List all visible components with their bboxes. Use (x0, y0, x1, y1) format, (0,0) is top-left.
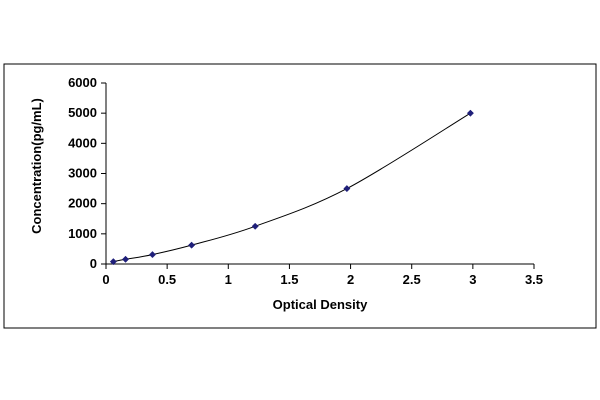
data-point (343, 185, 351, 193)
x-tick-label: 1.5 (280, 272, 298, 287)
y-axis-ticks: 0 1000 2000 3000 4000 5000 6000 (68, 75, 106, 271)
x-tick-label: 2.5 (403, 272, 421, 287)
x-tick-label: 0 (102, 272, 109, 287)
y-tick-label: 0 (90, 256, 97, 271)
y-tick-label: 3000 (68, 166, 97, 181)
y-tick-label: 4000 (68, 135, 97, 150)
y-tick-label: 5000 (68, 105, 97, 120)
data-points (109, 109, 474, 266)
x-tick-label: 2 (347, 272, 354, 287)
x-tick-label: 1 (225, 272, 232, 287)
data-point (251, 222, 259, 230)
x-tick-label: 3 (469, 272, 476, 287)
data-point (188, 241, 196, 249)
x-axis-title: Optical Density (273, 297, 368, 312)
chart-frame (3, 63, 597, 329)
data-point (466, 109, 474, 117)
y-tick-label: 2000 (68, 196, 97, 211)
y-tick-label: 6000 (68, 75, 97, 90)
data-point (148, 251, 157, 259)
x-tick-label: 0.5 (158, 272, 176, 287)
y-axis-title: Concentration(pg/mL) (29, 98, 44, 234)
data-point (109, 258, 117, 266)
x-tick-label: 3.5 (525, 272, 543, 287)
y-tick-label: 1000 (68, 226, 97, 241)
x-axis-ticks: 0 0.5 1 1.5 2 2.5 3 3.5 (102, 264, 543, 287)
data-point (122, 255, 130, 263)
